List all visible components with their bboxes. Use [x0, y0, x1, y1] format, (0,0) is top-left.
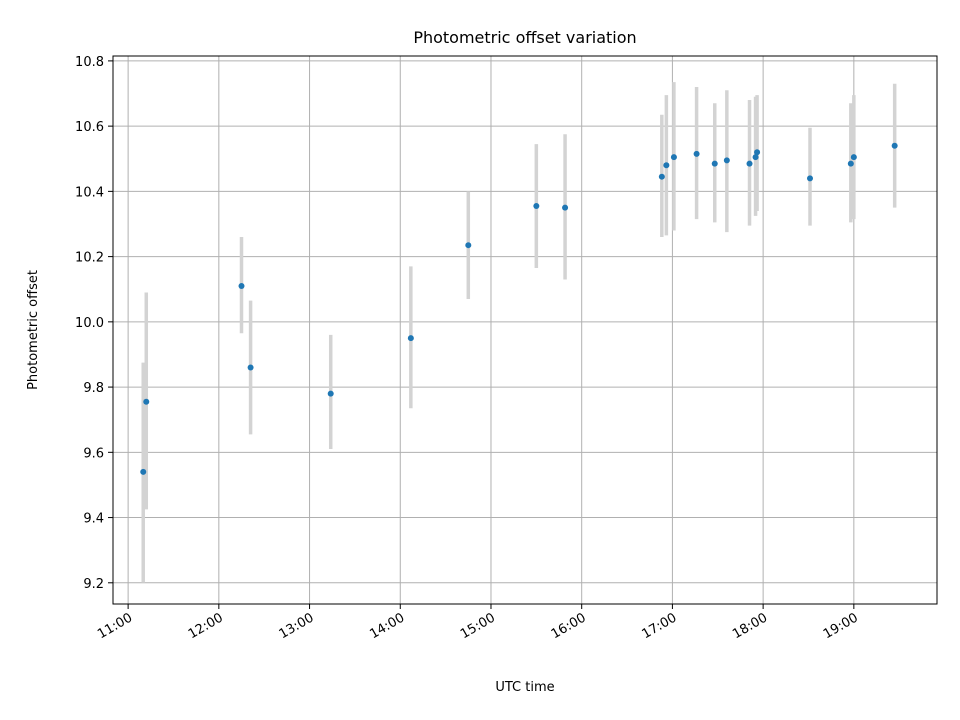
x-axis-label: UTC time [495, 680, 554, 695]
data-point [247, 364, 254, 371]
data-point [658, 173, 665, 180]
y-tick-label: 10.2 [75, 251, 104, 266]
data-point [752, 154, 759, 161]
data-point [891, 142, 898, 149]
data-point [711, 160, 718, 167]
chart-title: Photometric offset variation [413, 28, 636, 47]
data-point [806, 175, 813, 182]
y-tick-label: 10.0 [75, 316, 104, 331]
y-axis-label: Photometric offset [26, 270, 41, 390]
data-point [143, 398, 150, 405]
y-axis-ticks: 9.2 9.4 9.6 9.8 10.0 10.2 10.4 10.6 10.8 [75, 55, 113, 592]
data-point [533, 203, 540, 210]
y-tick-label: 10.6 [75, 120, 104, 135]
y-tick-label: 10.8 [75, 55, 104, 70]
y-tick-label: 9.6 [83, 446, 104, 461]
data-point [562, 204, 569, 211]
data-point [746, 160, 753, 167]
data-point [238, 282, 245, 289]
data-point [327, 390, 334, 397]
data-points [140, 142, 898, 475]
y-tick-label: 9.4 [83, 512, 104, 527]
data-point [723, 157, 730, 164]
grid [113, 56, 937, 604]
y-tick-label: 9.8 [83, 381, 104, 396]
data-point [465, 242, 472, 249]
plot-frame [112, 55, 938, 605]
data-point [140, 468, 147, 475]
data-point [670, 154, 677, 161]
data-point [663, 162, 670, 169]
data-point [407, 335, 414, 342]
data-point [693, 150, 700, 157]
y-tick-label: 9.2 [83, 577, 104, 592]
y-tick-label: 10.4 [75, 185, 104, 200]
data-point [847, 160, 854, 167]
data-point [754, 149, 761, 156]
data-point [850, 154, 857, 161]
